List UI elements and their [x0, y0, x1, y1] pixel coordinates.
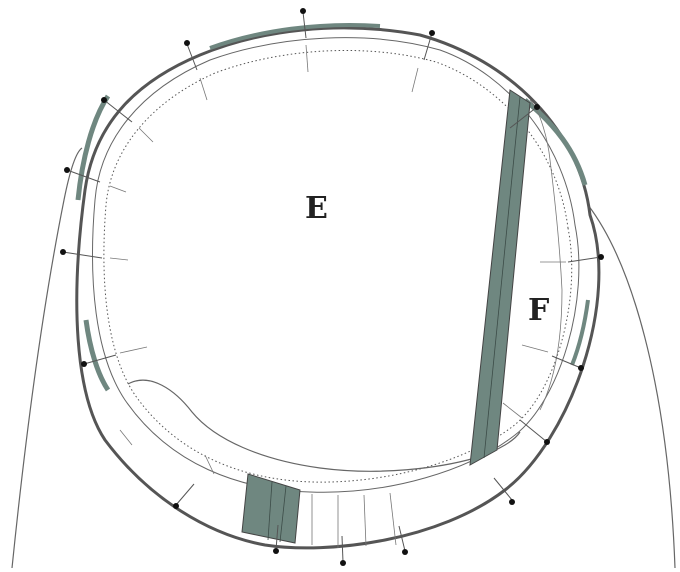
marker-dot	[300, 8, 306, 14]
marker-dot	[598, 254, 604, 260]
rim-shading-left	[75, 94, 111, 201]
marker-dots	[60, 8, 604, 566]
inner-tick-lines	[109, 44, 566, 548]
marker-notches	[62, 11, 602, 563]
region-f-inner-boundary	[529, 99, 563, 411]
marker-dot	[402, 549, 408, 555]
rim-shading-right	[570, 299, 590, 366]
marker-dot	[173, 503, 179, 509]
rim-shading-top	[209, 23, 381, 50]
marker-dot	[101, 97, 107, 103]
marker-dot	[340, 560, 346, 566]
region-e-label: E	[305, 191, 328, 226]
marker-dot	[60, 249, 66, 255]
marker-dot	[184, 40, 190, 46]
marker-dot	[544, 439, 550, 445]
vertical-band-bottom-line-2	[279, 485, 287, 543]
marker-dot	[81, 361, 87, 367]
left-outer-guide-curve	[11, 147, 83, 569]
region-f-label: F	[528, 293, 549, 328]
marker-dot	[64, 167, 70, 173]
vertical-band-bottom	[241, 473, 301, 544]
right-outer-guide-curve	[587, 204, 676, 569]
inner-wavy-boundary	[127, 379, 521, 472]
marker-dot	[429, 30, 435, 36]
marker-dot	[578, 365, 584, 371]
dotted-seam-line	[103, 50, 573, 483]
inner-ring	[92, 37, 580, 493]
vertical-band-right	[469, 89, 531, 466]
rim-shading-top-right	[523, 98, 588, 186]
outer-ring	[75, 26, 601, 550]
vertical-band-right-center-line	[483, 96, 521, 459]
marker-dot	[509, 499, 515, 505]
vertical-band-bottom-line-1	[267, 481, 273, 541]
marker-dot	[534, 104, 540, 110]
marker-dot	[273, 548, 279, 554]
